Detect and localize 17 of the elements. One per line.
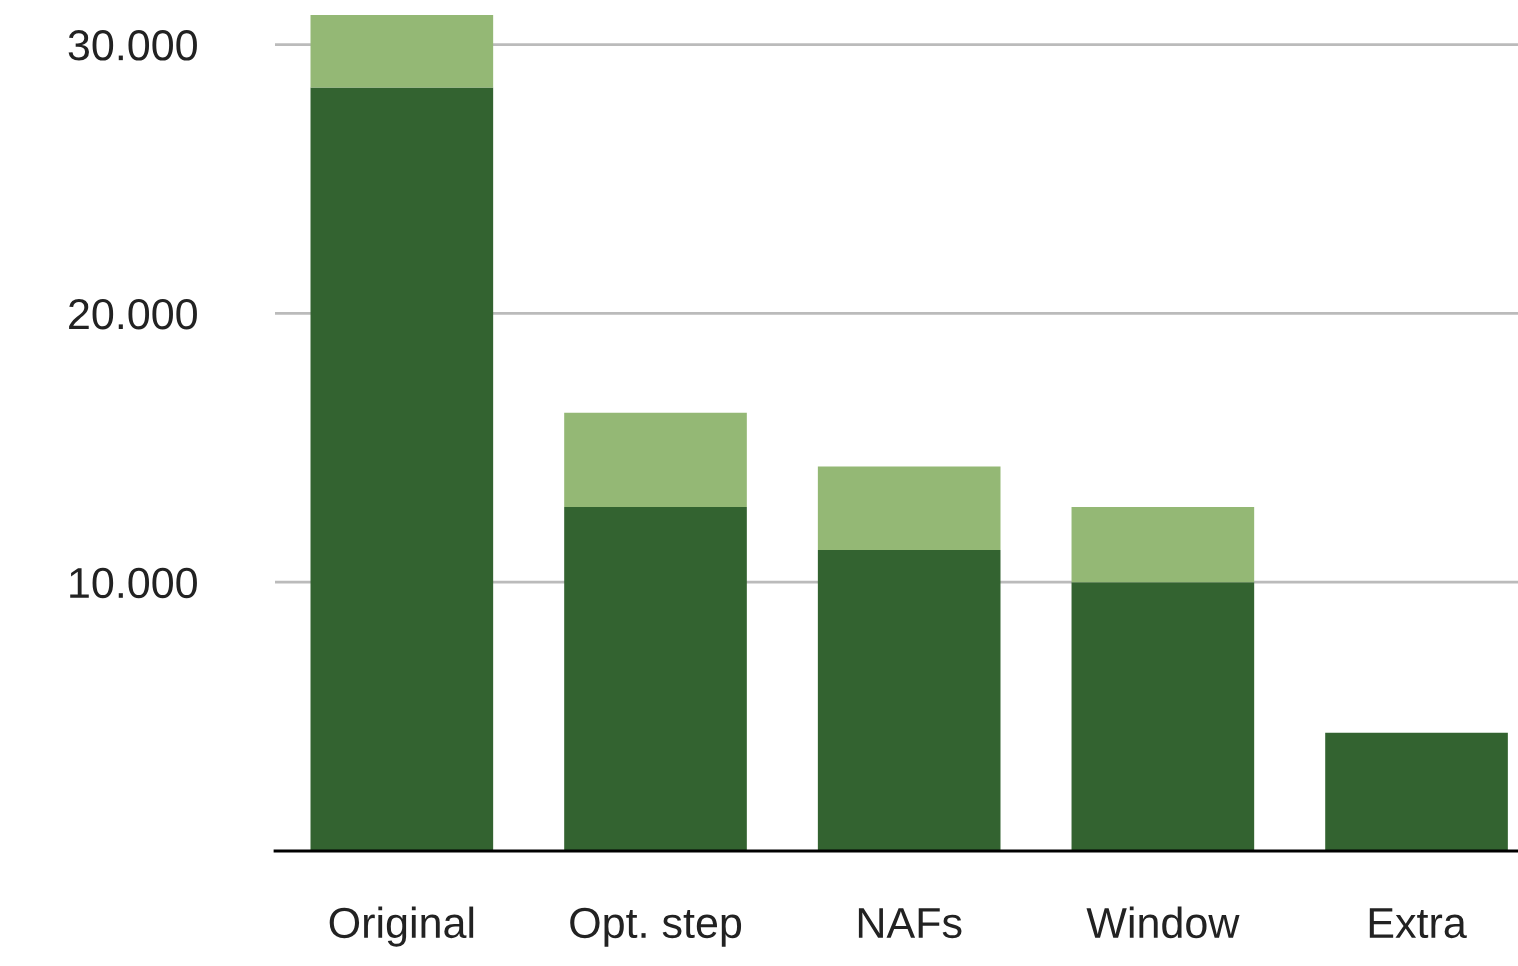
bar: [1071, 506, 1255, 583]
x-tick-label: Extra: [1369, 908, 1467, 939]
bar: [1325, 732, 1508, 851]
bar: [564, 506, 747, 851]
y-tick-label: 20.000: [69, 298, 197, 330]
bar: [310, 87, 494, 851]
bar: [564, 412, 747, 507]
y-tick-label: 30.000: [68, 30, 197, 61]
bar: [1071, 582, 1255, 851]
x-tick-label: Original: [329, 906, 474, 947]
y-tick-label: 10.000: [70, 567, 197, 599]
x-tick-label: Opt. step: [570, 907, 742, 947]
bar: [310, 15, 494, 88]
x-tick-label: Window: [1086, 906, 1240, 939]
x-tick-label: NAFs: [858, 908, 962, 939]
bar: [817, 549, 1001, 851]
bar: [817, 466, 1001, 550]
